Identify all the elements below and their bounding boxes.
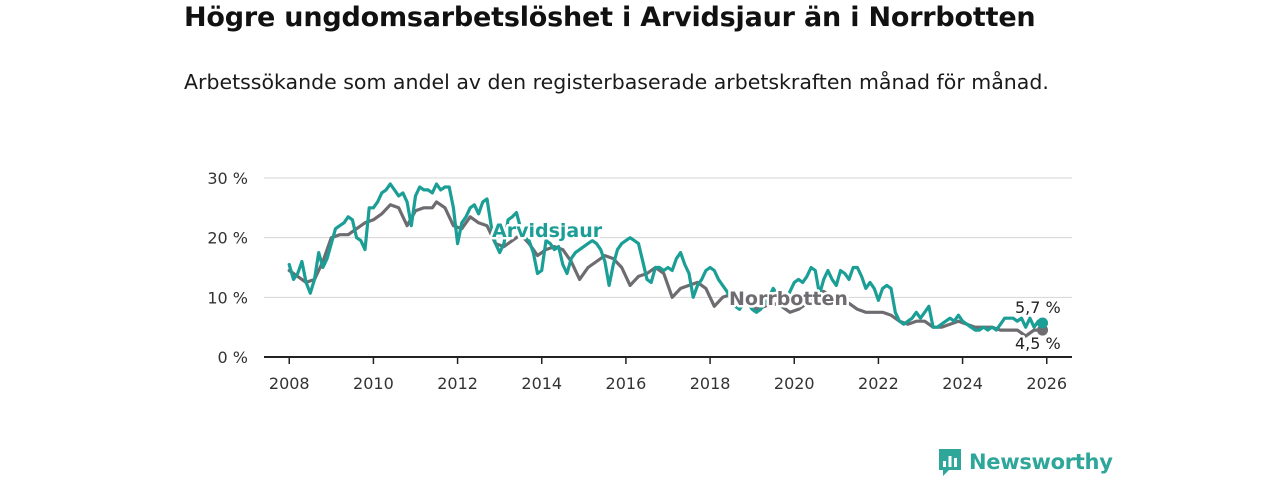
bar-chart-icon xyxy=(939,449,961,476)
series-label-norrbotten: Norrbotten xyxy=(729,288,848,310)
chart-subtitle: Arbetssökande som andel av den registerb… xyxy=(184,70,1049,94)
x-tick-label: 2022 xyxy=(858,374,899,393)
end-value-norrbotten: 4,5 % xyxy=(1015,334,1061,353)
gridlines xyxy=(264,177,1072,298)
end-value-arvidsjaur: 5,7 % xyxy=(1015,298,1061,317)
y-tick-label: 10 % xyxy=(207,288,248,307)
series-lines xyxy=(287,182,1049,338)
series-line-norrbotten xyxy=(287,200,1045,338)
x-tick-label: 2008 xyxy=(269,374,310,393)
x-tick-label: 2018 xyxy=(690,374,731,393)
x-tick-label: 2014 xyxy=(521,374,562,393)
x-axis: 2008 2010 2012 2014 2016 2018 2020 2022 2024 2026 xyxy=(264,356,1072,393)
newsworthy-logo[interactable]: Newsworthy xyxy=(937,447,1113,477)
chart-title: Högre ungdomsarbetslöshet i Arvidsjaur ä… xyxy=(184,2,1036,33)
x-tick-label: 2026 xyxy=(1026,374,1067,393)
y-tick-label: 30 % xyxy=(207,169,248,188)
y-tick-label: 0 % xyxy=(218,348,248,367)
x-tick-label: 2020 xyxy=(774,374,815,393)
y-tick-label: 20 % xyxy=(207,229,248,248)
end-point-arvidsjaur xyxy=(1037,317,1049,329)
x-tick-label: 2016 xyxy=(606,374,647,393)
x-tick-label: 2010 xyxy=(353,374,394,393)
series-labels: Arvidsjaur Norrbotten 5,7 % 4,5 % xyxy=(490,218,1064,356)
series-label-arvidsjaur: Arvidsjaur xyxy=(492,220,603,242)
series-line-arvidsjaur xyxy=(287,182,1045,332)
brand-name: Newsworthy xyxy=(969,450,1113,474)
y-axis-ticks: 0 % 10 % 20 % 30 % xyxy=(207,169,248,367)
x-tick-label: 2024 xyxy=(942,374,983,393)
x-tick-label: 2012 xyxy=(437,374,478,393)
